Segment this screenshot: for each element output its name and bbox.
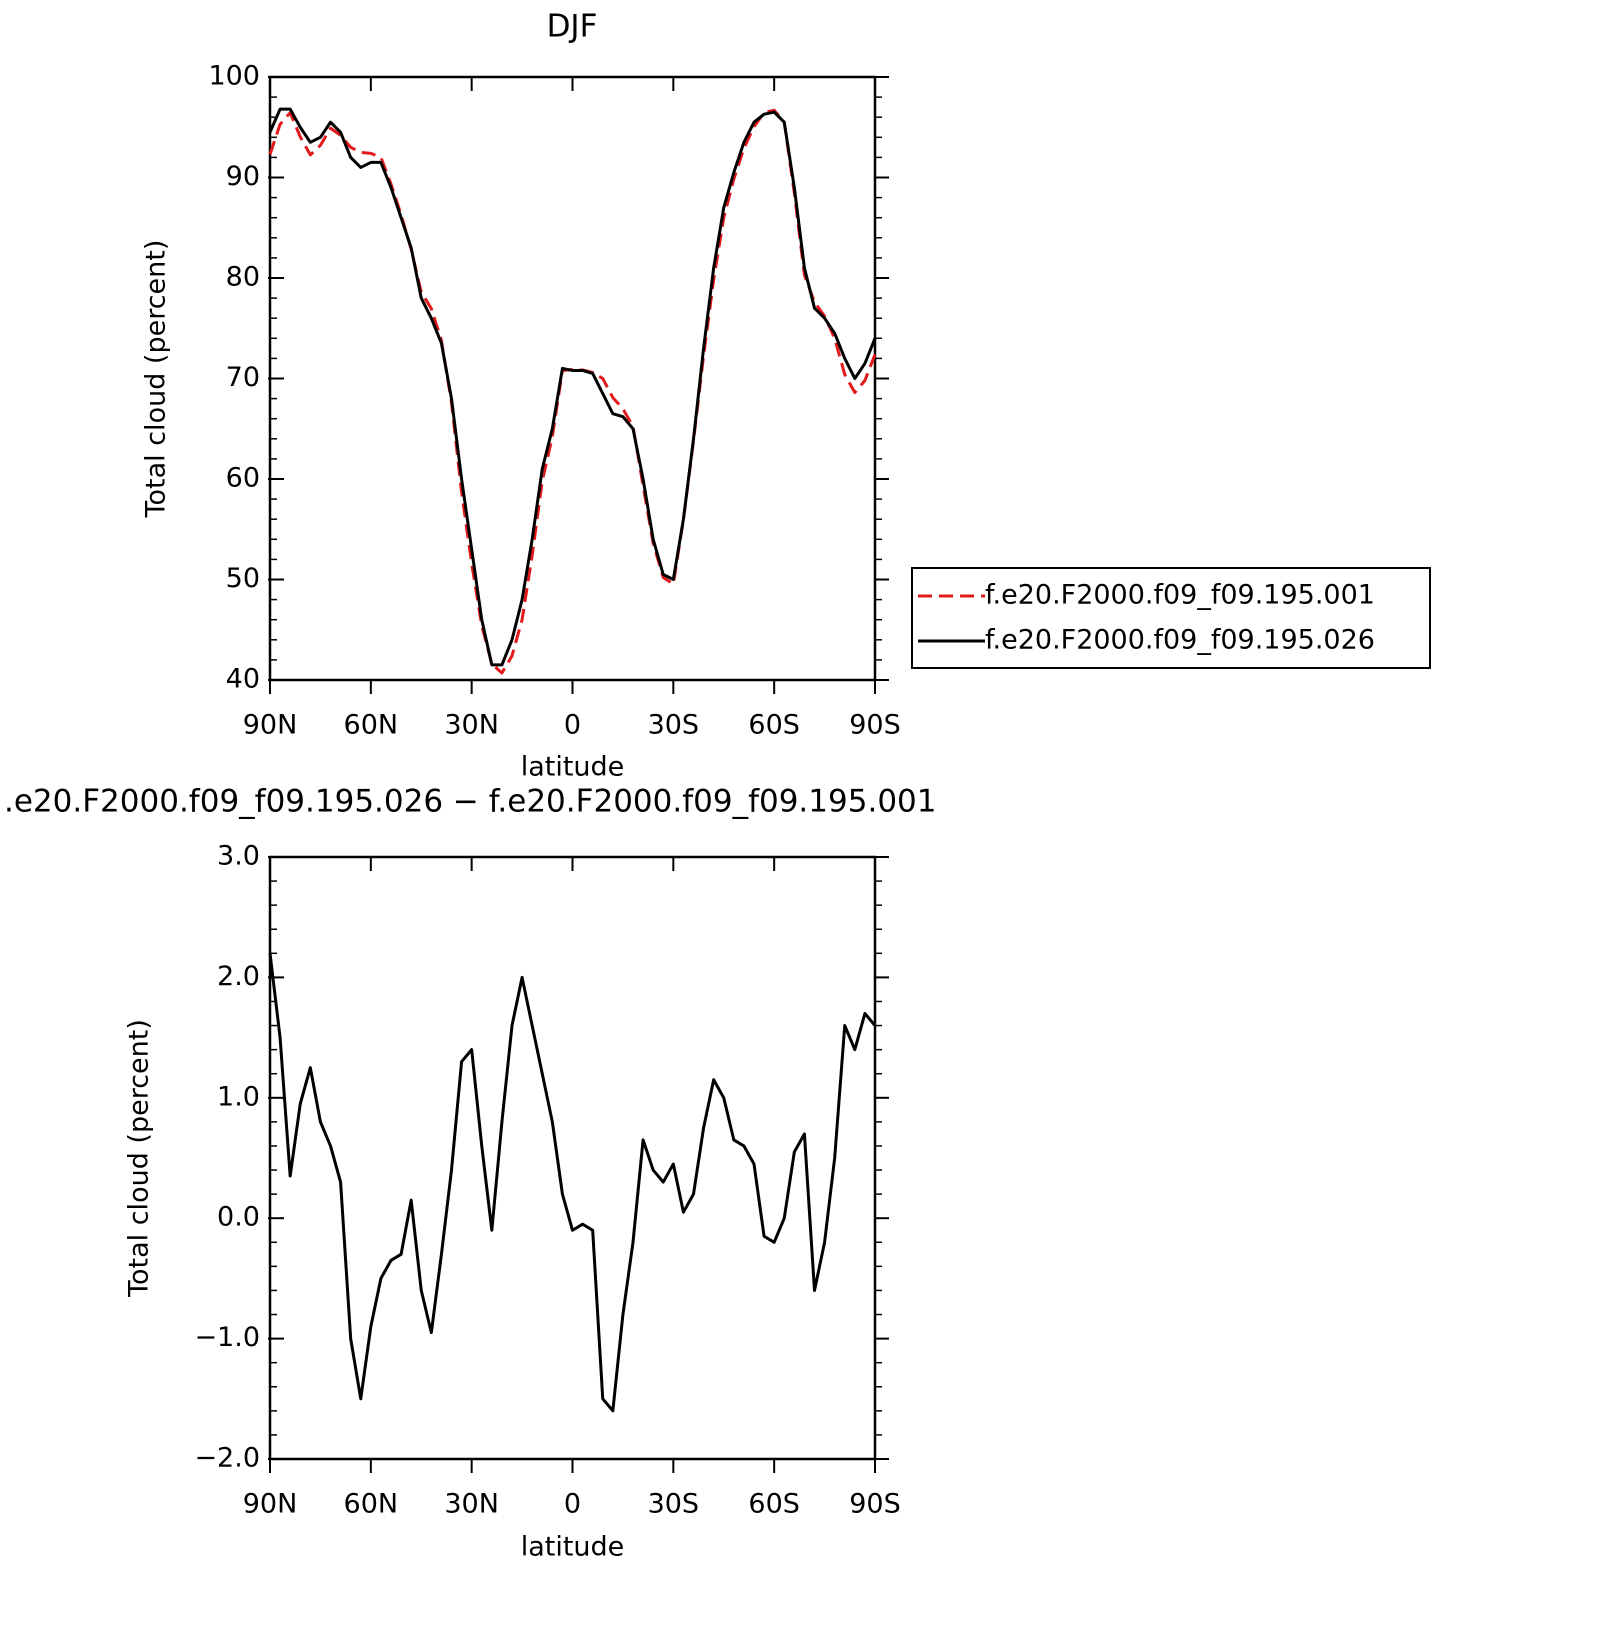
x-tick-label: 30N: [444, 1489, 499, 1520]
data-line: [268, 108, 877, 675]
y-tick-label: 40: [226, 664, 260, 695]
x-axis-label: latitude: [521, 752, 625, 783]
data-line: [268, 107, 877, 667]
plot-frame: [268, 75, 877, 682]
y-tick-label: 90: [226, 161, 260, 192]
x-tick-label: 60N: [344, 1489, 399, 1520]
y-tick-label: 60: [226, 463, 260, 494]
x-axis-label: latitude: [521, 1532, 625, 1563]
chart-title: .e20.F2000.f09_f09.195.026 − f.e20.F2000…: [4, 784, 936, 820]
x-tick-label: 90N: [243, 1489, 298, 1520]
y-tick-label: 0.0: [217, 1202, 260, 1233]
y-tick-label: −1.0: [194, 1322, 260, 1353]
x-tick-label: 90N: [243, 710, 298, 741]
x-tick-label: 30S: [648, 710, 700, 741]
x-tick-label: 0: [564, 1489, 581, 1520]
x-tick-label: 90S: [849, 710, 901, 741]
y-tick-label: 2.0: [217, 961, 260, 992]
x-tick-label: 30N: [444, 710, 499, 741]
x-tick-label: 90S: [849, 1489, 901, 1520]
chart-title: DJF: [547, 9, 598, 45]
y-tick-label: 3.0: [217, 841, 260, 872]
y-tick-label: 1.0: [217, 1081, 260, 1112]
x-tick-label: 60S: [748, 1489, 800, 1520]
legend-box: [911, 567, 1431, 669]
plot-frame: [268, 855, 877, 1461]
data-line: [268, 953, 877, 1413]
y-tick-label: 100: [208, 61, 260, 92]
x-tick-label: 30S: [648, 1489, 700, 1520]
y-axis-label: Total cloud (percent): [124, 1019, 155, 1298]
x-tick-label: 60S: [748, 710, 800, 741]
y-axis-label: Total cloud (percent): [141, 240, 172, 519]
y-tick-label: 50: [226, 563, 260, 594]
legend-label: f.e20.F2000.f09_f09.195.001: [985, 580, 1375, 611]
y-tick-label: 80: [226, 262, 260, 293]
y-tick-label: −2.0: [194, 1443, 260, 1474]
x-tick-label: 0: [564, 710, 581, 741]
x-tick-label: 60N: [344, 710, 399, 741]
y-tick-label: 70: [226, 362, 260, 393]
legend-label: f.e20.F2000.f09_f09.195.026: [985, 625, 1375, 656]
